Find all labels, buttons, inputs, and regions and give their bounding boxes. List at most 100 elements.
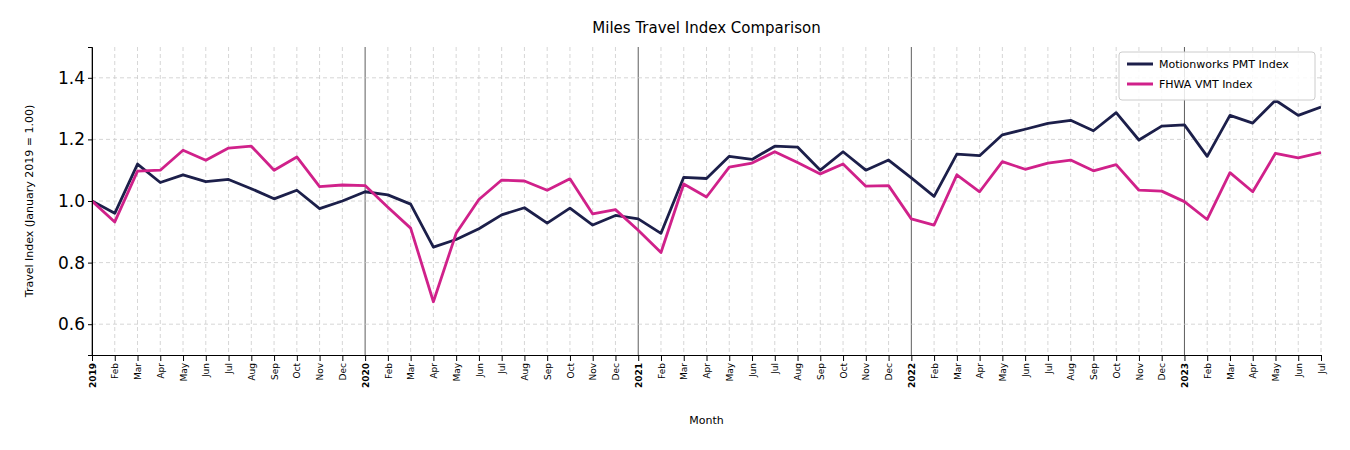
grid [92, 47, 1321, 355]
x-tick-mark [661, 355, 662, 361]
x-tick-label: Apr [429, 363, 439, 379]
x-tick: May [725, 355, 735, 382]
x-tick-mark [524, 355, 525, 361]
x-tick-label: Apr [702, 363, 712, 379]
x-tick: Nov [1135, 355, 1145, 381]
x-axis: 2019FebMarAprMayJunJulAugSepOctNovDec202… [88, 355, 1327, 388]
x-tick: 2023 [1180, 355, 1190, 388]
x-tick: Oct [292, 355, 302, 379]
legend-label: Motionworks PMT Index [1159, 58, 1289, 71]
x-tick-mark [729, 355, 730, 361]
y-tick-label: 1.4 [58, 68, 85, 88]
x-tick-mark [502, 355, 503, 361]
grid-line-x [1070, 47, 1071, 355]
x-tick: Feb [930, 355, 940, 379]
x-tick-label: Feb [657, 363, 667, 379]
x-tick-label: Jun [748, 363, 758, 378]
x-tick: 2020 [361, 355, 371, 388]
legend-swatch [1127, 63, 1153, 66]
x-tick-label: Feb [930, 363, 940, 379]
x-tick: Mar [1226, 355, 1236, 380]
y-tick-mark [88, 78, 92, 79]
x-tick-label: Mar [133, 363, 143, 380]
x-axis-line [93, 356, 1322, 362]
x-tick-label: Apr [975, 363, 985, 379]
x-tick: Mar [679, 355, 689, 380]
x-tick: Apr [429, 355, 439, 379]
x-tick: Mar [406, 355, 416, 380]
series-line [92, 146, 1321, 302]
grid-line-x [433, 47, 434, 355]
x-tick-mark [251, 355, 252, 361]
x-tick-mark [1071, 355, 1072, 361]
x-tick: Oct [839, 355, 849, 379]
legend-label: FHWA VMT Index [1159, 78, 1253, 91]
x-tick-label: Aug [1066, 363, 1076, 381]
x-tick-mark [707, 355, 708, 361]
x-tick-label: Aug [793, 363, 803, 381]
x-tick-mark [593, 355, 594, 361]
x-tick: Feb [384, 355, 394, 379]
x-tick: Jun [748, 355, 758, 378]
x-tick-mark [775, 355, 776, 361]
x-tick-mark [1002, 355, 1003, 361]
x-tick-mark [1321, 355, 1322, 361]
plot: 0.60.81.01.21.42019FebMarAprMayJunJulAug… [58, 47, 1327, 388]
x-tick-mark [1139, 355, 1140, 361]
series-line [92, 100, 1321, 247]
x-tick-label: Oct [1112, 363, 1122, 379]
x-tick-label: Jun [475, 363, 485, 378]
x-tick-label: 2020 [361, 363, 371, 388]
grid-line-x [797, 47, 798, 355]
y-tick: 1.2 [58, 129, 92, 149]
x-tick-label: Aug [520, 363, 530, 381]
x-tick-label: Jun [201, 363, 211, 378]
x-tick: Aug [1066, 355, 1076, 381]
x-tick-mark [479, 355, 480, 361]
x-tick-mark [911, 355, 912, 361]
x-tick-mark [115, 355, 116, 361]
grid-line-x [706, 47, 707, 355]
y-tick: 0.6 [58, 314, 92, 334]
x-tick-label: 2022 [907, 363, 917, 388]
x-tick-mark [1207, 355, 1208, 361]
x-tick-label: Feb [1203, 363, 1213, 379]
x-tick-mark [638, 355, 639, 361]
x-tick-label: Nov [861, 362, 871, 380]
y-tick-mark [88, 139, 92, 140]
x-tick-label: Feb [384, 363, 394, 379]
x-tick-label: May [179, 362, 189, 381]
x-tick-label: Nov [315, 362, 325, 380]
x-tick-mark [320, 355, 321, 361]
x-tick: Dec [338, 355, 348, 380]
x-tick-mark [820, 355, 821, 361]
x-tick-label: Nov [588, 362, 598, 380]
x-tick-label: Oct [839, 363, 849, 379]
x-tick-label: Dec [884, 363, 894, 380]
x-tick-label: Mar [953, 363, 963, 380]
x-tick-label: Jun [1294, 363, 1304, 378]
x-tick-label: Sep [816, 363, 826, 380]
x-tick: Nov [861, 355, 871, 381]
x-tick: Feb [110, 355, 120, 379]
x-tick-mark [980, 355, 981, 361]
x-tick: Jul [497, 355, 507, 375]
grid-line-y [92, 201, 1321, 202]
x-tick-mark [866, 355, 867, 361]
x-tick-mark [798, 355, 799, 361]
x-tick-mark [570, 355, 571, 361]
x-tick-mark [1048, 355, 1049, 361]
x-tick-label: Feb [110, 363, 120, 379]
x-tick: Jun [1294, 355, 1304, 378]
x-tick: Apr [156, 355, 166, 379]
y-tick-label: 0.6 [58, 314, 85, 334]
x-tick-mark [1253, 355, 1254, 361]
grid-line-x [251, 47, 252, 355]
x-tick-label: 2021 [634, 363, 644, 388]
x-tick: Aug [793, 355, 803, 381]
x-tick-label: May [1271, 362, 1281, 381]
grid-line-x [160, 47, 161, 355]
x-tick-mark [138, 355, 139, 361]
lines [92, 100, 1321, 301]
x-tick: Jul [1044, 355, 1054, 375]
